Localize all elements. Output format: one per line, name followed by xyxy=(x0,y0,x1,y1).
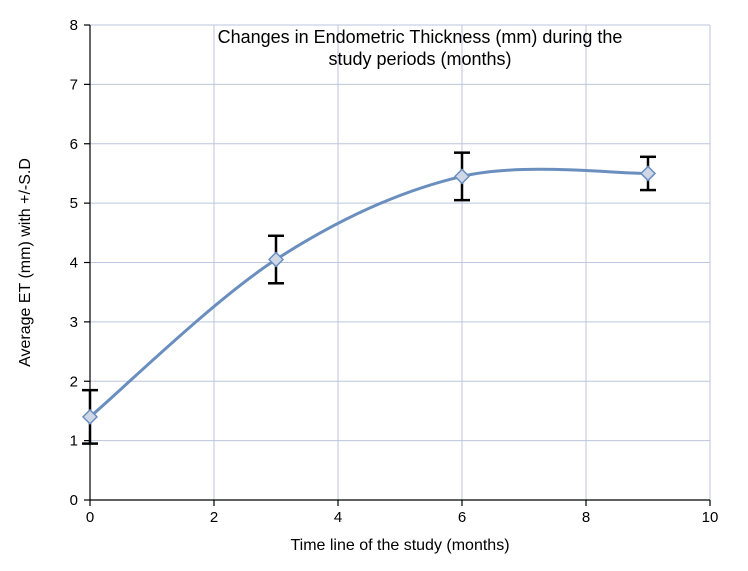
y-tick-label: 4 xyxy=(70,255,78,272)
y-tick-label: 8 xyxy=(70,17,78,34)
y-tick-label: 0 xyxy=(70,492,78,509)
data-marker xyxy=(455,169,469,183)
chart-title: Changes in Endometric Thickness (mm) dur… xyxy=(218,27,623,47)
data-line xyxy=(90,169,648,417)
y-tick-label: 2 xyxy=(70,373,78,390)
y-tick-label: 3 xyxy=(70,314,78,331)
y-tick-label: 5 xyxy=(70,195,78,212)
x-tick-label: 4 xyxy=(334,509,342,526)
x-tick-label: 10 xyxy=(702,509,719,526)
y-tick-label: 7 xyxy=(70,76,78,93)
data-marker xyxy=(641,166,655,180)
chart-title: study periods (months) xyxy=(328,49,511,69)
y-tick-label: 6 xyxy=(70,136,78,153)
chart-svg: 0 1 2 3 4 5 6 7 8 0 2 4 6 8 10 Changes in Endometric Th… xyxy=(0,0,748,571)
x-tick-label: 8 xyxy=(582,509,590,526)
x-tick-label: 2 xyxy=(210,509,218,526)
y-axis-label: Average ET (mm) with +/-S.D xyxy=(17,158,34,367)
x-axis-label: Time line of the study (months) xyxy=(290,537,509,554)
chart-container: 0 1 2 3 4 5 6 7 8 0 2 4 6 8 10 Changes in Endometric Th… xyxy=(0,0,748,571)
x-tick-label: 6 xyxy=(458,509,466,526)
x-tick-label: 0 xyxy=(86,509,94,526)
y-tick-label: 1 xyxy=(70,433,78,450)
